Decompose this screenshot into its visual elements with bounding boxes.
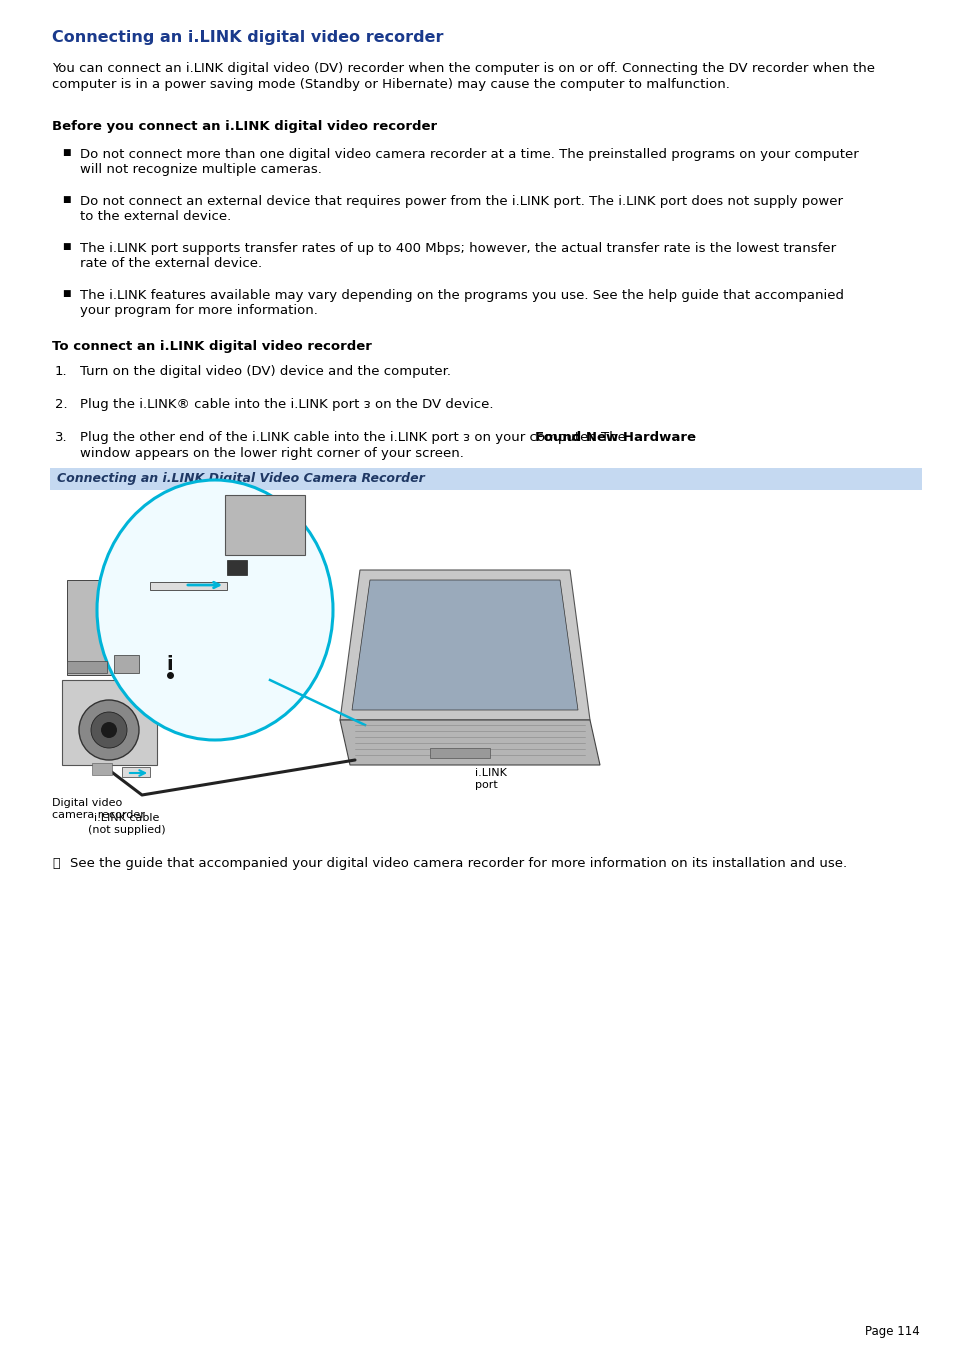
Text: Plug the i.LINK® cable into the i.LINK port ᴈ on the DV device.: Plug the i.LINK® cable into the i.LINK p… (80, 399, 493, 411)
Polygon shape (339, 570, 589, 720)
Text: Turn on the digital video (DV) device and the computer.: Turn on the digital video (DV) device an… (80, 365, 451, 378)
Text: to the external device.: to the external device. (80, 209, 231, 223)
Bar (67, 661, 107, 673)
Polygon shape (150, 582, 227, 590)
Text: rate of the external device.: rate of the external device. (80, 257, 262, 270)
Text: ■: ■ (62, 149, 71, 157)
Bar (225, 494, 305, 555)
Text: ■: ■ (62, 195, 71, 204)
Text: ■: ■ (62, 289, 71, 299)
Bar (113, 655, 139, 673)
Text: See the guide that accompanied your digital video camera recorder for more infor: See the guide that accompanied your digi… (70, 857, 846, 870)
Text: Plug the other end of the i.LINK cable into the i.LINK port ᴈ on your computer. : Plug the other end of the i.LINK cable i… (80, 431, 630, 444)
Text: 1.: 1. (55, 365, 68, 378)
Polygon shape (339, 720, 599, 765)
Text: Do not connect more than one digital video camera recorder at a time. The preins: Do not connect more than one digital vid… (80, 149, 858, 161)
Text: window appears on the lower right corner of your screen.: window appears on the lower right corner… (80, 447, 463, 459)
Text: Page 114: Page 114 (864, 1325, 919, 1337)
Text: 3.: 3. (55, 431, 68, 444)
Ellipse shape (97, 480, 333, 740)
Text: your program for more information.: your program for more information. (80, 304, 317, 317)
Bar (227, 561, 247, 576)
Text: i.LINK cable
(not supplied): i.LINK cable (not supplied) (88, 813, 166, 835)
Bar (91, 763, 112, 775)
Text: Before you connect an i.LINK digital video recorder: Before you connect an i.LINK digital vid… (52, 120, 436, 132)
Text: Do not connect an external device that requires power from the i.LINK port. The : Do not connect an external device that r… (80, 195, 842, 208)
Text: 📝: 📝 (52, 857, 59, 870)
Polygon shape (352, 580, 578, 711)
Bar (50, 467, 921, 490)
Text: Found New Hardware: Found New Hardware (535, 431, 696, 444)
Text: computer is in a power saving mode (Standby or Hibernate) may cause the computer: computer is in a power saving mode (Stan… (52, 78, 729, 91)
Text: Connecting an i.LINK Digital Video Camera Recorder: Connecting an i.LINK Digital Video Camer… (57, 471, 424, 485)
Text: Digital video
camera recorder: Digital video camera recorder (52, 798, 145, 820)
Bar (67, 580, 147, 676)
Text: i.LINK
port: i.LINK port (475, 767, 506, 789)
Text: 2.: 2. (55, 399, 68, 411)
Text: Connecting an i.LINK digital video recorder: Connecting an i.LINK digital video recor… (52, 30, 443, 45)
Text: i: i (167, 655, 173, 674)
Circle shape (91, 712, 127, 748)
Text: The i.LINK features available may vary depending on the programs you use. See th: The i.LINK features available may vary d… (80, 289, 843, 303)
Circle shape (101, 721, 117, 738)
Text: To connect an i.LINK digital video recorder: To connect an i.LINK digital video recor… (52, 340, 372, 353)
Bar (122, 767, 150, 777)
Text: ■: ■ (62, 242, 71, 251)
Bar (62, 680, 157, 765)
Text: The i.LINK port supports transfer rates of up to 400 Mbps; however, the actual t: The i.LINK port supports transfer rates … (80, 242, 835, 255)
Circle shape (79, 700, 139, 761)
Text: will not recognize multiple cameras.: will not recognize multiple cameras. (80, 163, 321, 176)
Bar (430, 748, 490, 758)
Text: You can connect an i.LINK digital video (DV) recorder when the computer is on or: You can connect an i.LINK digital video … (52, 62, 874, 76)
